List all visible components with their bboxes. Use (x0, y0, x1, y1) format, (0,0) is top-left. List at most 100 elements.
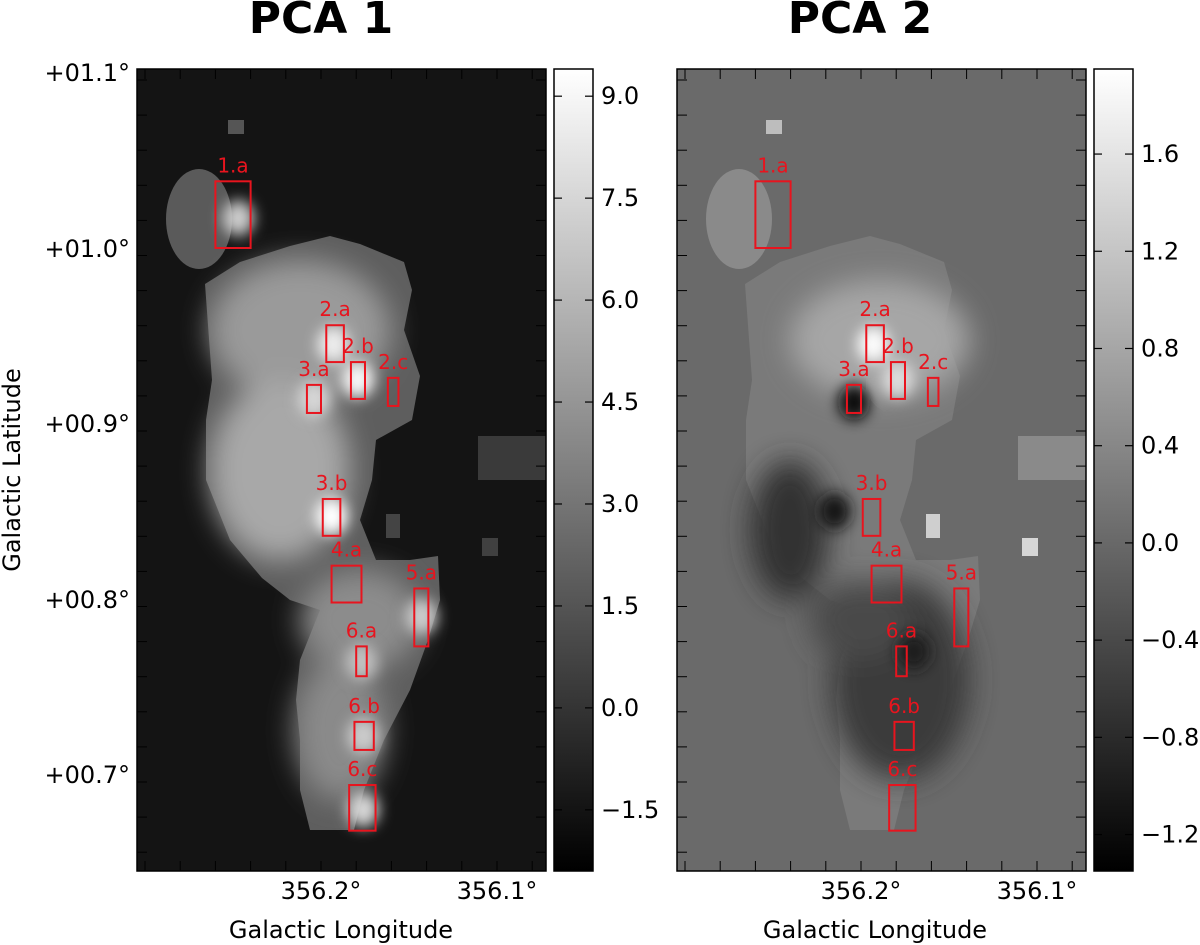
region-label: 2.c (378, 350, 408, 374)
colorbar-tick-label: 4.5 (601, 388, 639, 416)
colorbar-tick-label: 0.0 (601, 694, 639, 722)
emission-peak (315, 498, 348, 535)
region-box (305, 383, 323, 414)
y-tick-label: +00.7° (44, 761, 130, 789)
region-box (413, 587, 430, 648)
region-box (889, 361, 906, 400)
colorbar-gradient (553, 68, 594, 872)
region-label: 4.a (871, 538, 902, 562)
colorbar: 9.0 7.5 6.0 4.5 3.0 1.5 0.0 −1.5 (553, 68, 659, 872)
panel-pca2: PCA 2 1.a 2.a 2.b2.c 3.a 3.b 4.a 5.a 6.a 6.b 6.c (676, 0, 1199, 944)
emission-peak (345, 644, 378, 681)
x-tick-label: 356.1° (997, 877, 1078, 905)
emission-peak (405, 598, 438, 635)
region-box (895, 645, 908, 678)
emission-peak (341, 361, 374, 398)
region-box (893, 720, 915, 751)
colorbar-tick-label: 9.0 (601, 82, 639, 110)
y-tick-label: +00.8° (44, 586, 130, 614)
region-label: 5.a (946, 560, 977, 584)
emission-glow (750, 280, 970, 780)
region-boxes: 1.a 2.a 2.b2.c 3.a 3.b 4.a 5.a 6.a 6.b 6.c (754, 153, 977, 832)
colorbar: 1.6 1.2 0.8 0.4 0.0 −0.4 −0.8 −1.2 (1093, 68, 1199, 872)
colorbar-tick-label: 1.6 (1141, 140, 1179, 168)
emission-glow (210, 260, 420, 800)
colorbar-tick-label: 7.5 (601, 184, 639, 212)
region-label: 6.b (888, 694, 920, 718)
minor-ticks (677, 69, 1086, 871)
y-axis-label: Galactic Latitude (0, 368, 26, 572)
y-tick-label: +01.0° (44, 235, 130, 263)
y-tick-label: +01.1° (44, 59, 130, 87)
colorbar-ticks: 1.6 1.2 0.8 0.4 0.0 −0.4 −0.8 −1.2 (1094, 140, 1199, 849)
region-box (214, 180, 252, 249)
emission-peak (297, 380, 330, 417)
emission-peak (347, 791, 380, 828)
region-box (953, 587, 970, 648)
region-label: 6.c (347, 757, 377, 781)
x-tick-label: 356.2° (821, 877, 902, 905)
colorbar-tick-label: 0.4 (1141, 432, 1179, 460)
region-boxes: 1.a 2.a 2.b2.c 3.a 3.b 4.a 5.a 6.a 6.b 6.c (214, 153, 437, 832)
colorbar-tick-label: −1.5 (601, 796, 659, 824)
region-label: 6.a (346, 618, 377, 642)
region-box (754, 180, 792, 249)
region-label: 4.a (331, 538, 362, 562)
emission-peak (837, 384, 870, 421)
region-label: 1.a (217, 153, 248, 177)
x-axis-label: Galactic Longitude (763, 916, 987, 944)
colorbar-tick-label: 0.8 (1141, 334, 1179, 362)
x-tick-labels: 356.2° 356.1° (821, 877, 1078, 905)
region-box (348, 784, 377, 832)
region-box (353, 720, 375, 751)
y-tick-labels: +01.1° +01.0° +00.9° +00.8° +00.7° (44, 59, 130, 789)
region-label: 2.b (882, 334, 914, 358)
x-tick-labels: 356.2° 356.1° (281, 877, 538, 905)
colorbar-tick-label: 0.0 (1141, 529, 1179, 557)
region-box (386, 376, 400, 407)
region-label: 2.a (319, 297, 350, 321)
colorbar-gradient (1093, 68, 1134, 872)
x-axis-label: Galactic Longitude (229, 916, 453, 944)
region-box (321, 497, 342, 537)
region-label: 5.a (406, 560, 437, 584)
emission-peak (881, 361, 914, 398)
colorbar-tick-label: 3.0 (601, 490, 639, 518)
emission-peak (222, 200, 255, 237)
x-tick-label: 356.1° (457, 877, 538, 905)
y-tick-label: +00.9° (44, 410, 130, 438)
region-label: 2.b (342, 334, 374, 358)
region-box (926, 376, 940, 407)
region-label: 2.c (918, 350, 948, 374)
colorbar-tick-label: 1.5 (601, 592, 639, 620)
region-label: 3.a (298, 357, 329, 381)
region-box (888, 784, 917, 832)
plot-frame (676, 68, 1087, 872)
minor-ticks (137, 69, 546, 871)
panel-pca1: PCA 1 1.a2.a2.b2.c3.a3.b4.a5.a6.a6. (0, 0, 659, 944)
colorbar-tick-label: 1.2 (1141, 237, 1179, 265)
region-box (865, 324, 885, 364)
colorbar-tick-label: 6.0 (601, 286, 639, 314)
region-label: 2.a (859, 297, 890, 321)
panel-title: PCA 2 (788, 0, 933, 44)
region-label: 6.a (886, 618, 917, 642)
colorbar-ticks: 9.0 7.5 6.0 4.5 3.0 1.5 0.0 −1.5 (554, 82, 659, 824)
region-box (355, 645, 368, 678)
emission-peak (818, 493, 851, 530)
region-box (845, 383, 862, 414)
region-box (325, 324, 345, 364)
region-label: 6.b (348, 694, 380, 718)
region-label: 1.a (757, 153, 788, 177)
region-box (861, 497, 882, 537)
plot-frame (136, 68, 547, 872)
region-box (330, 564, 363, 604)
region-box (349, 361, 367, 400)
region-box (870, 564, 903, 604)
region-label: 6.c (887, 757, 917, 781)
x-tick-label: 356.2° (281, 877, 362, 905)
panel-title: PCA 1 (249, 0, 394, 44)
colorbar-tick-label: −0.4 (1141, 626, 1199, 654)
region-label: 3.a (838, 357, 869, 381)
